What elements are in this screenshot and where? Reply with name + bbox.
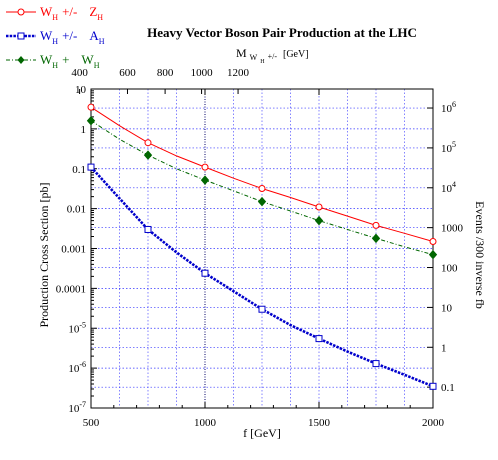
data-point-1 [258,305,266,313]
y-tick-label: 10-6 [68,360,86,375]
data-point-1 [429,382,437,390]
data-point-1 [87,163,95,171]
data-point-2 [86,115,96,126]
x-axis-label: f [GeV] [243,426,281,440]
data-point-1 [201,269,209,277]
data-point-0 [201,163,209,171]
top-axis-label-sup: +/- [268,52,278,61]
data-point-0 [258,184,266,192]
y2-tick-label: 1 [441,342,447,354]
top-tick-label: 800 [157,67,174,79]
top-axis-label-main: M [236,46,247,60]
x-tick-label: 500 [83,417,100,429]
y-tick-label: 1 [81,124,87,136]
legend-marker-0 [17,8,25,16]
data-point-0 [87,103,95,111]
y-tick-label: 0.1 [72,164,86,176]
data-point-2 [143,150,153,160]
y2-axis-label: Events /300 inverse fb [473,201,487,309]
y-axis-left: 10 1 0.1 0.01 0.001 0.0001 10-5 10-6 10-7 [56,84,97,415]
y2-tick-label: 104 [441,180,456,195]
x-tick-label: 1000 [194,417,217,429]
data-point-1 [372,360,380,368]
top-axis-label-unit: [GeV] [283,49,309,60]
series [86,103,438,390]
data-point-0 [144,139,152,147]
y2-tick-label: 10 [441,302,453,314]
data-point-2 [314,215,324,226]
legend-label-2: WH + WH [40,52,100,70]
y-axis-label: Production Cross Section [pb] [37,183,51,328]
y-axis-right: 106 105 104 1000 100 10 1 0.1 [427,100,464,394]
x-axis: 500 1000 1500 2000 [83,89,445,429]
x-axis-top: 400 600 800 1000 1200 [71,67,250,94]
y2-tick-label: 1000 [441,223,464,235]
top-axis-label: M W H +/- [GeV] [236,46,309,66]
y-tick-label: 10-7 [68,400,86,415]
chart-title: Heavy Vector Boson Pair Production at th… [147,25,417,40]
top-axis-label-sub2: H [260,59,265,65]
legend: WH +/- ZH WH +/- AH WH + WH [6,4,105,70]
data-point-0 [429,237,437,245]
y-tick-label: 0.001 [61,244,86,256]
x-tick-label: 2000 [422,417,445,429]
data-point-1 [315,335,323,343]
data-point-2 [200,175,210,185]
legend-label-0: WH +/- ZH [40,4,103,22]
data-point-1 [144,225,152,233]
legend-label-1: WH +/- AH [40,28,105,46]
legend-marker-2 [17,56,25,64]
legend-marker-1 [17,32,25,40]
data-point-0 [315,203,323,211]
top-axis-label-sub1: W [250,53,258,62]
x-tick-label: 1500 [308,417,331,429]
y-tick-label: 0.01 [67,204,86,216]
top-tick-label: 400 [71,67,88,79]
y2-tick-label: 106 [441,100,456,115]
y2-tick-label: 105 [441,140,456,155]
data-point-2 [257,196,267,207]
top-tick-label: 1200 [227,67,250,79]
top-tick-label: 600 [119,67,136,79]
top-tick-label: 1000 [191,67,214,79]
grid [91,89,433,408]
data-point-2 [371,233,381,244]
y2-tick-label: 0.1 [441,382,455,394]
y2-tick-label: 100 [441,263,458,275]
data-point-0 [372,221,380,229]
y-tick-label: 0.0001 [56,283,86,295]
data-point-2 [428,249,438,260]
y-tick-label: 10-5 [68,320,86,335]
y-tick-label: 10 [75,84,87,96]
